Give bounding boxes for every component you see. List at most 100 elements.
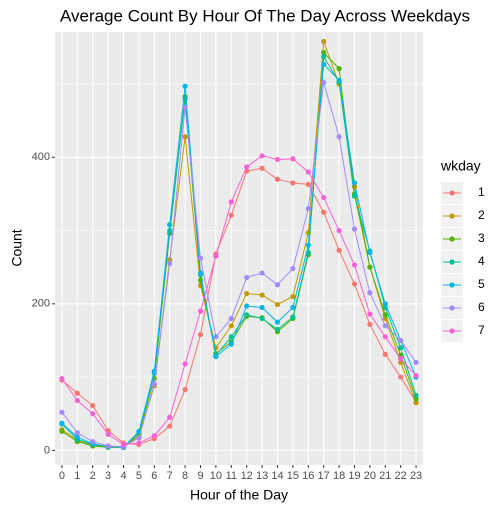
x-tick-label: 7 [167, 470, 173, 482]
data-point [182, 104, 188, 111]
data-point [151, 381, 157, 388]
data-point [59, 420, 65, 426]
legend-swatch [449, 305, 455, 311]
data-point [305, 169, 311, 175]
legend-label: 1 [478, 185, 485, 199]
legend-label: 3 [478, 231, 485, 245]
data-point [398, 359, 404, 366]
data-point [228, 315, 234, 322]
data-point [413, 392, 419, 398]
data-point [382, 351, 388, 357]
data-point [321, 79, 327, 86]
data-point [351, 193, 358, 199]
data-point [259, 304, 265, 311]
x-tick-label: 11 [226, 470, 237, 482]
x-tick-label: 17 [318, 470, 330, 482]
data-point [367, 311, 373, 317]
data-point [259, 165, 265, 171]
x-tick-label: 21 [379, 470, 391, 482]
data-point [382, 301, 388, 307]
data-point [351, 226, 358, 232]
data-point [274, 326, 281, 333]
data-point [336, 134, 342, 140]
data-point [228, 199, 234, 205]
data-point [336, 227, 342, 234]
legend-title: wkday [440, 158, 481, 174]
data-point [382, 334, 388, 340]
data-point [90, 403, 96, 409]
data-point [290, 156, 296, 162]
data-point [351, 262, 358, 268]
data-point [259, 315, 265, 322]
x-tick-label: 8 [182, 470, 188, 482]
legend-swatch [449, 236, 455, 242]
data-point [182, 134, 188, 140]
data-point [167, 414, 173, 420]
legend-label: 2 [478, 208, 485, 222]
x-tick-label: 5 [136, 470, 142, 482]
data-point [182, 83, 188, 89]
data-point [290, 266, 296, 272]
data-point [167, 423, 173, 429]
data-point [336, 77, 342, 83]
data-point [413, 396, 419, 402]
data-point [197, 331, 204, 338]
x-tick-label: 14 [271, 470, 283, 482]
x-tick-label: 13 [256, 470, 268, 482]
x-tick-label: 16 [302, 470, 314, 482]
data-point [290, 314, 296, 320]
data-point [105, 443, 111, 449]
data-point [213, 353, 219, 360]
data-point [244, 312, 250, 318]
data-point [398, 356, 404, 362]
data-point [290, 293, 296, 300]
data-point [167, 227, 173, 234]
data-point [321, 54, 327, 60]
data-point [244, 303, 250, 309]
data-point [105, 431, 111, 437]
data-point [321, 49, 327, 56]
x-tick-label: 9 [197, 470, 203, 482]
legend-swatch [449, 282, 455, 288]
data-point [351, 180, 358, 186]
data-point [259, 270, 265, 276]
y-tick-label: 200 [32, 298, 50, 310]
data-point [74, 434, 80, 440]
data-point [228, 212, 234, 218]
data-point [59, 375, 65, 382]
x-tick-label: 22 [395, 470, 407, 482]
data-point [213, 253, 219, 259]
x-tick-label: 19 [348, 470, 360, 482]
data-point [413, 400, 419, 406]
legend-label: 7 [478, 323, 485, 337]
data-point [244, 274, 250, 281]
data-point [351, 281, 358, 287]
data-point [274, 176, 281, 182]
data-point [197, 308, 204, 314]
data-point [259, 292, 265, 298]
data-point [59, 428, 65, 434]
data-point [182, 361, 188, 367]
data-point [228, 334, 234, 340]
x-axis-label: Hour of the Day [190, 487, 288, 503]
series-line [61, 155, 417, 446]
data-point [59, 409, 65, 415]
legend-swatch [449, 190, 455, 196]
data-point [398, 337, 404, 344]
legend-swatch [449, 259, 455, 265]
x-tick-label: 0 [59, 470, 65, 482]
data-point [305, 242, 311, 248]
data-point [305, 181, 311, 187]
data-point [228, 323, 234, 329]
data-point [167, 222, 173, 228]
data-point [259, 153, 265, 159]
data-point [90, 438, 96, 445]
legend-swatch [449, 213, 455, 219]
data-point [321, 38, 327, 45]
data-point [228, 341, 234, 347]
data-point [151, 433, 157, 439]
data-point [321, 209, 327, 215]
data-point [136, 440, 142, 446]
legend-label: 4 [478, 254, 485, 268]
